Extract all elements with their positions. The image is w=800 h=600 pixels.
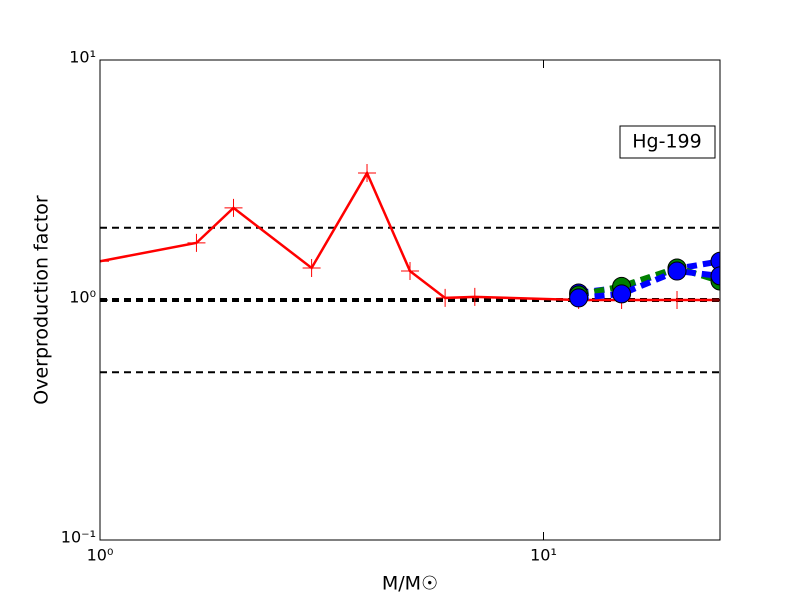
series-line <box>578 267 720 301</box>
series-line <box>100 170 720 302</box>
point-marker <box>465 287 484 306</box>
x-axis-label: M/M☉ <box>382 573 438 595</box>
x-tick-label: 10⁰ <box>87 546 114 565</box>
point-marker <box>668 291 687 309</box>
y-axis-label: Overproduction factor <box>31 195 53 405</box>
series-line <box>578 264 720 298</box>
plot-area <box>100 164 720 374</box>
point-marker <box>667 261 687 281</box>
point-marker <box>358 164 377 183</box>
point-marker <box>187 233 206 252</box>
point-marker <box>100 252 109 271</box>
point-marker <box>569 288 589 308</box>
point-marker <box>612 284 632 304</box>
x-tick-label: 10¹ <box>530 546 557 565</box>
y-tick-label: 10¹ <box>69 48 96 67</box>
y-tick-label: 10⁰ <box>69 288 96 307</box>
annotation-box <box>619 125 716 159</box>
point-marker <box>436 288 455 307</box>
annotation: Hg-199 <box>632 131 701 153</box>
point-marker <box>401 262 419 281</box>
y-tick-label: 10⁻¹ <box>61 528 96 547</box>
point-marker <box>224 198 243 217</box>
point-marker <box>710 251 720 271</box>
point-marker <box>710 266 720 286</box>
point-marker <box>302 258 321 277</box>
